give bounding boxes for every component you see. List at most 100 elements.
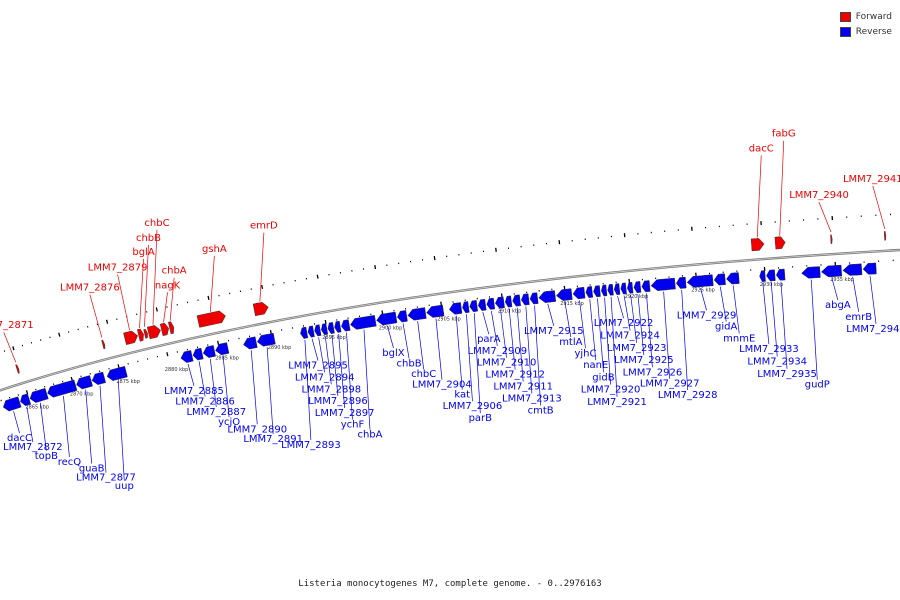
reverse-gene-label[interactable]: LMM7_2922 xyxy=(594,318,654,329)
reverse-gene-arrow[interactable] xyxy=(821,264,843,278)
forward-gene-arrow[interactable] xyxy=(196,310,226,328)
forward-gene-arrow[interactable] xyxy=(168,321,174,335)
forward-gene-arrow[interactable] xyxy=(774,236,786,250)
forward-gene-arrow[interactable] xyxy=(750,238,765,252)
reverse-gene-label[interactable]: dacC xyxy=(7,433,32,444)
reverse-gene-label[interactable]: topB xyxy=(35,451,58,462)
reverse-gene-arrow[interactable] xyxy=(192,347,204,361)
reverse-gene-arrow[interactable] xyxy=(477,298,487,311)
reverse-gene-arrow[interactable] xyxy=(801,266,821,279)
reverse-gene-arrow[interactable] xyxy=(256,332,276,347)
reverse-gene-arrow[interactable] xyxy=(47,379,78,398)
reverse-gene-label[interactable]: ychF xyxy=(341,420,365,431)
forward-gene-label[interactable]: chbC xyxy=(144,218,169,229)
reverse-gene-arrow[interactable] xyxy=(585,286,594,298)
forward-gene-label[interactable]: LMM7_2941 xyxy=(843,174,900,185)
reverse-gene-arrow[interactable] xyxy=(350,315,377,330)
forward-gene-label[interactable]: chbA xyxy=(162,266,187,277)
reverse-gene-arrow[interactable] xyxy=(572,286,586,300)
reverse-gene-arrow[interactable] xyxy=(300,326,309,339)
reverse-gene-arrow[interactable] xyxy=(842,263,863,276)
reverse-gene-arrow[interactable] xyxy=(613,283,621,296)
reverse-gene-arrow[interactable] xyxy=(607,283,614,296)
reverse-gene-arrow[interactable] xyxy=(620,282,627,295)
reverse-gene-label[interactable]: LMM7_2877 xyxy=(76,473,136,484)
reverse-gene-arrow[interactable] xyxy=(759,270,766,282)
reverse-gene-label[interactable]: LMM7_2920 xyxy=(581,385,641,396)
reverse-gene-arrow[interactable] xyxy=(766,269,776,282)
reverse-gene-label[interactable]: recQ xyxy=(58,457,82,468)
reverse-gene-arrow[interactable] xyxy=(713,273,726,286)
reverse-gene-arrow[interactable] xyxy=(76,375,93,390)
reverse-gene-label[interactable]: LMM7_2891 xyxy=(243,434,303,445)
reverse-gene-arrow[interactable] xyxy=(641,280,651,293)
reverse-gene-arrow[interactable] xyxy=(675,276,687,289)
reverse-gene-label[interactable]: gudP xyxy=(805,380,830,391)
reverse-gene-arrow[interactable] xyxy=(686,274,714,288)
reverse-gene-label[interactable]: yjhC xyxy=(574,348,596,359)
forward-gene-arrow[interactable] xyxy=(101,339,106,350)
reverse-gene-label[interactable]: LMM7_2921 xyxy=(587,397,647,408)
reverse-gene-label[interactable]: parA xyxy=(477,334,501,345)
forward-gene-label[interactable]: nagK xyxy=(155,280,181,291)
forward-gene-label[interactable]: LMM7_2879 xyxy=(88,262,148,273)
forward-gene-label[interactable]: dacC xyxy=(749,143,774,154)
reverse-gene-label[interactable]: LMM7_2893 xyxy=(281,440,341,451)
reverse-gene-arrow[interactable] xyxy=(243,336,258,350)
forward-gene-label[interactable]: LMM7_2940 xyxy=(789,190,849,201)
reverse-gene-label[interactable]: LMM7_2924 xyxy=(600,331,660,342)
reverse-gene-label[interactable]: LMM7_2906 xyxy=(443,401,503,412)
reverse-gene-label[interactable]: LMM7_2909 xyxy=(468,346,528,357)
reverse-gene-label[interactable]: LMM7_2898 xyxy=(301,384,361,395)
reverse-gene-label[interactable]: LMM7_2894 xyxy=(295,372,355,383)
reverse-gene-arrow[interactable] xyxy=(407,307,427,321)
reverse-gene-arrow[interactable] xyxy=(91,371,107,385)
reverse-gene-arrow[interactable] xyxy=(627,281,634,294)
reverse-gene-label[interactable]: LMM7_2934 xyxy=(747,357,807,368)
reverse-gene-arrow[interactable] xyxy=(307,325,315,338)
forward-gene-arrow[interactable] xyxy=(123,330,139,346)
forward-gene-label[interactable]: LMM7_2871 xyxy=(0,320,34,331)
reverse-gene-label[interactable]: gidB xyxy=(592,372,614,383)
reverse-gene-label[interactable]: abgA xyxy=(825,300,851,311)
reverse-gene-label[interactable]: LMM7_2912 xyxy=(485,370,545,381)
forward-gene-arrow[interactable] xyxy=(252,301,269,317)
forward-gene-arrow[interactable] xyxy=(830,234,833,244)
reverse-gene-label[interactable]: LMM7_2904 xyxy=(412,380,472,391)
reverse-gene-arrow[interactable] xyxy=(556,288,573,301)
forward-gene-label[interactable]: gshA xyxy=(202,244,227,255)
reverse-gene-arrow[interactable] xyxy=(593,285,601,298)
reverse-gene-label[interactable]: ycjO xyxy=(218,417,240,428)
forward-gene-label[interactable]: LMM7_2876 xyxy=(60,283,120,294)
reverse-gene-label[interactable]: LMM7_2925 xyxy=(614,355,674,366)
reverse-gene-label[interactable]: chbB xyxy=(397,358,422,369)
reverse-gene-label[interactable]: LMM7_2935 xyxy=(757,369,817,380)
reverse-gene-label[interactable]: LMM7_2926 xyxy=(623,367,683,378)
reverse-gene-arrow[interactable] xyxy=(462,301,470,314)
reverse-gene-arrow[interactable] xyxy=(180,350,194,363)
reverse-gene-label[interactable]: LMM7_2927 xyxy=(640,379,700,390)
reverse-gene-label[interactable]: LMM7_2895 xyxy=(288,361,348,372)
reverse-gene-arrow[interactable] xyxy=(538,290,557,303)
reverse-gene-label[interactable]: mnmE xyxy=(723,334,755,345)
reverse-gene-arrow[interactable] xyxy=(3,396,22,412)
reverse-gene-arrow[interactable] xyxy=(726,272,740,285)
reverse-gene-arrow[interactable] xyxy=(327,321,335,334)
reverse-gene-label[interactable]: gidA xyxy=(715,322,737,333)
reverse-gene-arrow[interactable] xyxy=(512,294,521,307)
reverse-gene-label[interactable]: mtlA xyxy=(559,337,582,348)
forward-gene-label[interactable]: emrD xyxy=(250,221,278,232)
reverse-gene-label[interactable]: LMM7_2910 xyxy=(477,358,537,369)
reverse-gene-label[interactable]: LMM7_2929 xyxy=(677,310,737,321)
reverse-gene-arrow[interactable] xyxy=(448,302,463,315)
forward-gene-label[interactable]: chbB xyxy=(136,233,161,244)
reverse-gene-arrow[interactable] xyxy=(321,323,329,336)
reverse-gene-arrow[interactable] xyxy=(469,300,478,313)
reverse-gene-arrow[interactable] xyxy=(426,304,445,318)
forward-gene-label[interactable]: fabG xyxy=(772,129,796,140)
reverse-gene-arrow[interactable] xyxy=(376,311,398,326)
forward-gene-arrow[interactable] xyxy=(143,328,148,339)
reverse-gene-label[interactable]: guaB xyxy=(79,464,105,475)
reverse-gene-label[interactable]: LMM7_2872 xyxy=(3,442,63,453)
